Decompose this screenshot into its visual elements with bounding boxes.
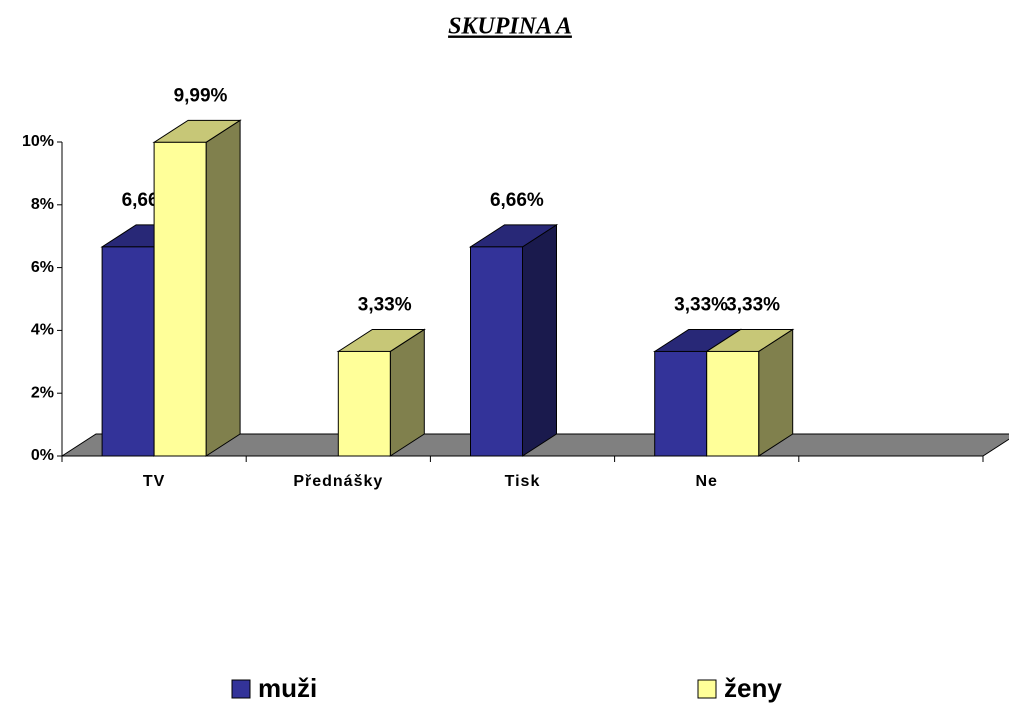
x-tick-label: Přednášky bbox=[293, 473, 383, 490]
y-tick-label: 8% bbox=[31, 196, 54, 213]
bar bbox=[337, 350, 391, 457]
data-label: 3,33% bbox=[674, 294, 728, 315]
bar bbox=[101, 246, 155, 457]
chart-title: SKUPINA A bbox=[448, 14, 572, 40]
bar bbox=[706, 350, 760, 457]
legend-label: muži bbox=[258, 673, 317, 703]
data-label: 3,33% bbox=[358, 294, 412, 315]
x-tick-label: Ne bbox=[695, 473, 717, 490]
bar-side bbox=[522, 223, 557, 457]
legend-swatch bbox=[231, 679, 251, 699]
data-label: 9,99% bbox=[174, 85, 228, 106]
bar bbox=[470, 246, 523, 457]
y-tick-label: 10% bbox=[22, 133, 54, 150]
y-tick-label: 2% bbox=[31, 384, 54, 401]
bar bbox=[153, 141, 207, 457]
data-label: 6,66% bbox=[490, 190, 544, 211]
data-label: 3,33% bbox=[726, 294, 780, 315]
y-tick-label: 4% bbox=[31, 322, 54, 339]
legend-label: ženy bbox=[724, 673, 782, 703]
y-tick-label: 0% bbox=[31, 447, 54, 464]
bar bbox=[654, 350, 708, 457]
x-tick-label: Tisk bbox=[505, 473, 541, 490]
legend-swatch bbox=[697, 679, 717, 699]
bar-side bbox=[205, 119, 241, 457]
x-tick-label: TV bbox=[143, 473, 165, 490]
y-tick-label: 6% bbox=[31, 259, 54, 276]
